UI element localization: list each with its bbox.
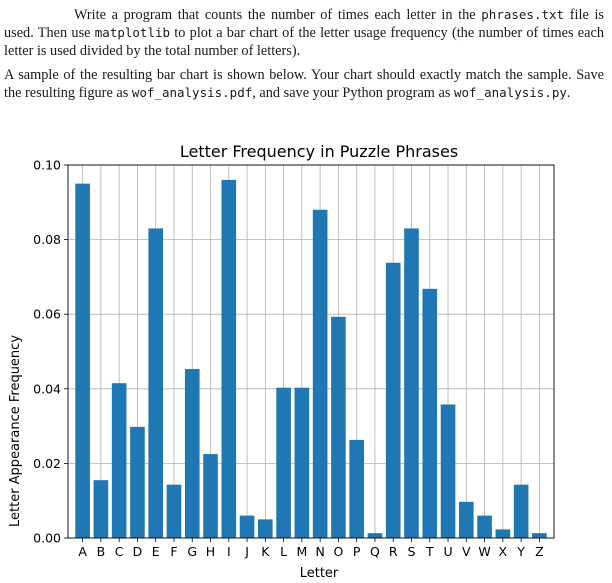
x-tick-label: V [462,544,471,559]
x-tick-label: Z [535,544,544,559]
bar-b [93,480,109,538]
y-tick-label: 0.04 [33,381,61,396]
bar-a [75,183,90,538]
x-tick-label: X [499,544,508,559]
inline-code: wof_analysis.pdf [131,85,253,100]
x-axis-label: Letter [300,566,339,581]
x-tick-label: N [315,544,324,559]
inline-code: phrases.txt [481,7,565,22]
x-tick-label: C [115,544,124,559]
bar-p [349,439,364,538]
instruction-paragraph-1: Write a program that counts the number o… [4,6,604,60]
bar-r [385,262,401,538]
x-tick-label: M [296,544,307,559]
x-tick-label: B [97,544,106,559]
x-tick-label: H [206,544,215,559]
plot-frame [67,164,555,539]
text-run: A sample of the resulting bar chart is s… [4,67,604,101]
inline-code: wof_analysis.py [453,85,567,100]
bar-v [458,501,474,538]
x-tick-label: D [133,544,143,559]
y-tick-label: 0.02 [33,456,61,471]
y-tick-label: 0.10 [33,158,61,173]
y-tick-label: 0.08 [33,232,61,247]
letter-frequency-chart: 0.00 0.02 0.04 0.06 0.08 0.10 A B C D E F G H I J K L M N O P… [8,142,555,581]
x-tick-label: O [333,544,343,559]
text-run: . [566,85,571,101]
bar-u [440,404,456,538]
text-run: Write a program that counts the number o… [74,7,482,23]
bar-d [130,426,145,538]
x-tick-label: Q [370,544,380,559]
bar-h [203,454,218,538]
x-tick-label: A [78,544,87,559]
inline-code: matplotlib [94,25,171,40]
bar-e [148,228,164,538]
x-tick-label: F [170,544,177,559]
chart-title: Letter Frequency in Puzzle Phrases [180,142,458,161]
bar-f [166,484,182,538]
text-run: , and save your Python program as [252,85,454,101]
x-tick-label: U [443,544,452,559]
x-tick-label: T [425,544,434,559]
text-run: to plot a bar chart of the letter usage … [4,25,604,59]
instructions: Write a program that counts the number o… [4,6,604,102]
bar-q [367,533,383,538]
x-tick-label: I [227,544,231,559]
x-tick-label: L [280,544,287,559]
bar-t [422,288,438,538]
instruction-paragraph-2: A sample of the resulting bar chart is s… [4,66,604,102]
bar-l [276,387,291,538]
text-run: file is used. Then use [4,7,604,41]
y-tick-label: 0.06 [33,307,61,322]
bar-s [404,228,419,538]
x-tick-label: P [353,544,361,559]
x-tick-label: K [261,544,270,559]
x-tick-label: S [408,544,416,559]
y-tick-label: 0.00 [33,531,61,546]
x-tick-label: Y [516,544,525,559]
bar-g [184,369,200,538]
bar-o [331,316,346,538]
bar-w [477,515,492,538]
x-tick-label: W [478,544,490,559]
bar-i [221,179,237,539]
x-tick-label: E [152,544,160,559]
bar-c [111,383,127,538]
x-tick-label: J [244,544,249,559]
bar-k [258,519,273,538]
y-axis-label: Letter Appearance Frequency [8,335,23,527]
bar-y [513,484,529,538]
bar-z [532,533,547,538]
bar-n [312,209,328,538]
bar-x [495,529,511,538]
x-tick-label: R [389,544,398,559]
bar-j [239,515,255,538]
x-tick-label: G [187,544,197,559]
bar-m [294,387,310,538]
